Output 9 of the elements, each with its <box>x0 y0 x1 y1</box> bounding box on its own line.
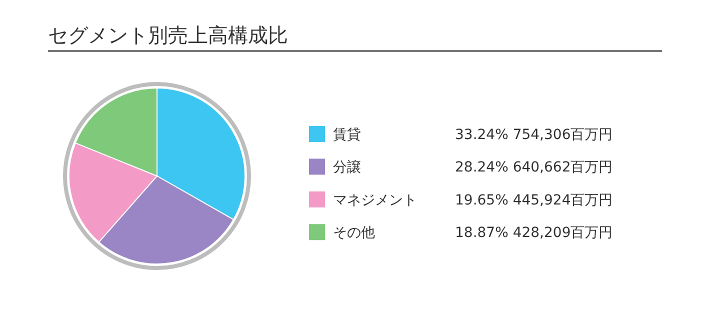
data-label: 28.24% 640,662百万円 <box>455 160 613 176</box>
legend-label: 分譲 <box>333 160 361 176</box>
legend-label: マネジメント <box>333 192 417 208</box>
legend-label: その他 <box>333 225 375 241</box>
chart-title: セグメント別売上高構成比 <box>48 23 288 47</box>
data-label: 18.87% 428,209百万円 <box>455 225 613 241</box>
data-label: 33.24% 754,306百万円 <box>455 126 613 143</box>
legend-label: 賃貸 <box>333 126 361 143</box>
data-label: 19.65% 445,924百万円 <box>455 192 613 208</box>
